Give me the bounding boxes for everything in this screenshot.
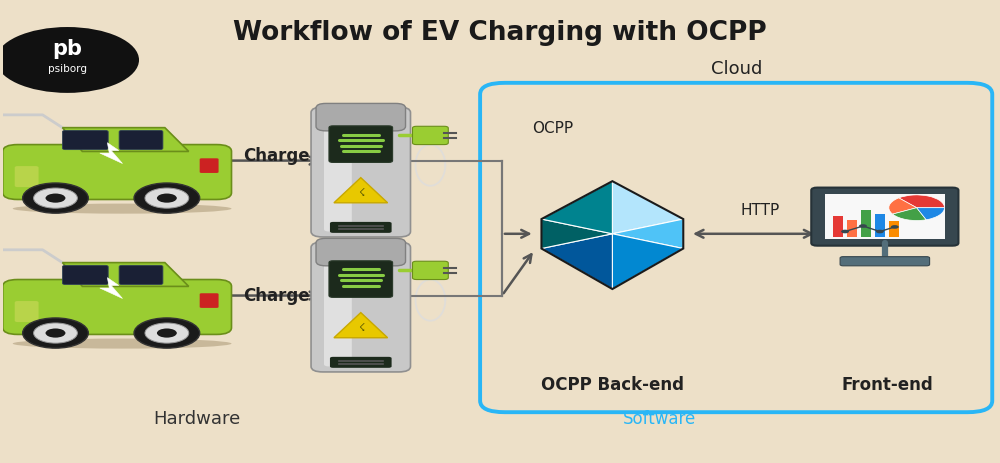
Polygon shape bbox=[541, 181, 612, 234]
Text: OCPP Back-end: OCPP Back-end bbox=[541, 376, 684, 394]
Bar bbox=[875, 214, 885, 237]
FancyBboxPatch shape bbox=[324, 248, 352, 366]
FancyBboxPatch shape bbox=[62, 265, 108, 285]
FancyBboxPatch shape bbox=[825, 194, 945, 239]
Circle shape bbox=[34, 323, 77, 343]
FancyBboxPatch shape bbox=[15, 166, 39, 187]
Bar bbox=[861, 210, 871, 237]
Circle shape bbox=[157, 194, 177, 203]
Circle shape bbox=[134, 318, 200, 348]
FancyBboxPatch shape bbox=[330, 222, 392, 233]
Text: Charge: Charge bbox=[243, 287, 310, 305]
Circle shape bbox=[891, 225, 899, 229]
Text: ☇: ☇ bbox=[358, 323, 364, 333]
FancyBboxPatch shape bbox=[329, 126, 393, 163]
FancyBboxPatch shape bbox=[412, 126, 448, 144]
Polygon shape bbox=[612, 234, 683, 289]
Ellipse shape bbox=[13, 204, 232, 213]
Polygon shape bbox=[100, 143, 123, 163]
FancyBboxPatch shape bbox=[840, 257, 930, 266]
Text: Hardware: Hardware bbox=[153, 410, 240, 428]
Ellipse shape bbox=[13, 338, 232, 349]
Text: Front-end: Front-end bbox=[842, 376, 934, 394]
Polygon shape bbox=[612, 219, 683, 249]
FancyBboxPatch shape bbox=[324, 113, 352, 232]
FancyBboxPatch shape bbox=[412, 261, 448, 280]
Polygon shape bbox=[62, 263, 189, 287]
Text: Software: Software bbox=[622, 410, 696, 428]
FancyBboxPatch shape bbox=[200, 293, 219, 308]
FancyBboxPatch shape bbox=[329, 261, 393, 297]
Polygon shape bbox=[541, 219, 612, 249]
Text: Cloud: Cloud bbox=[711, 60, 762, 78]
FancyBboxPatch shape bbox=[200, 158, 219, 173]
Circle shape bbox=[859, 224, 867, 228]
Text: ☇: ☇ bbox=[358, 188, 364, 198]
FancyBboxPatch shape bbox=[15, 301, 39, 322]
Text: OCPP: OCPP bbox=[532, 121, 573, 136]
Polygon shape bbox=[334, 178, 388, 203]
FancyBboxPatch shape bbox=[316, 103, 406, 131]
FancyBboxPatch shape bbox=[119, 265, 163, 285]
Circle shape bbox=[23, 318, 88, 348]
Circle shape bbox=[145, 323, 189, 343]
Bar bbox=[889, 221, 899, 237]
FancyBboxPatch shape bbox=[3, 144, 232, 200]
Polygon shape bbox=[612, 181, 683, 234]
Text: Workflow of EV Charging with OCPP: Workflow of EV Charging with OCPP bbox=[233, 19, 767, 45]
FancyBboxPatch shape bbox=[316, 238, 406, 266]
Polygon shape bbox=[62, 128, 189, 151]
Text: pb: pb bbox=[52, 38, 82, 58]
FancyBboxPatch shape bbox=[811, 188, 958, 246]
FancyBboxPatch shape bbox=[311, 107, 411, 237]
Polygon shape bbox=[334, 313, 388, 338]
Circle shape bbox=[157, 328, 177, 338]
Wedge shape bbox=[889, 198, 917, 214]
FancyBboxPatch shape bbox=[330, 357, 392, 368]
Circle shape bbox=[134, 183, 200, 213]
Circle shape bbox=[876, 230, 884, 233]
Polygon shape bbox=[100, 278, 123, 299]
Circle shape bbox=[34, 188, 77, 208]
Bar bbox=[833, 216, 843, 237]
FancyBboxPatch shape bbox=[311, 242, 411, 372]
Text: Charge: Charge bbox=[243, 147, 310, 165]
Circle shape bbox=[46, 328, 65, 338]
Circle shape bbox=[0, 27, 139, 93]
Bar bbox=[847, 219, 857, 237]
Circle shape bbox=[841, 230, 849, 233]
Wedge shape bbox=[917, 208, 945, 220]
Text: psiborg: psiborg bbox=[48, 64, 87, 74]
Circle shape bbox=[46, 194, 65, 203]
Text: HTTP: HTTP bbox=[741, 203, 780, 219]
FancyBboxPatch shape bbox=[3, 280, 232, 334]
Wedge shape bbox=[899, 195, 945, 208]
Circle shape bbox=[23, 183, 88, 213]
FancyBboxPatch shape bbox=[119, 131, 163, 150]
Wedge shape bbox=[893, 208, 926, 220]
FancyBboxPatch shape bbox=[62, 131, 108, 150]
Circle shape bbox=[145, 188, 189, 208]
Polygon shape bbox=[541, 234, 612, 289]
